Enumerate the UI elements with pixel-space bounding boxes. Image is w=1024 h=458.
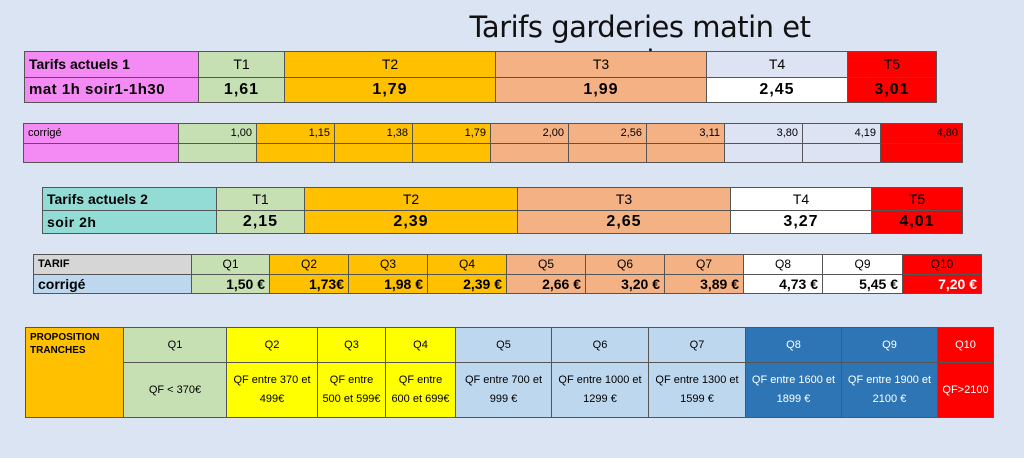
table2-empty-cell: [568, 142, 647, 163]
table2-empty-cell: [802, 142, 881, 163]
table2-empty-cell: [646, 142, 725, 163]
table4-value-q2: 1,73€: [269, 273, 349, 294]
table4-value-q8: 4,73 €: [743, 273, 823, 294]
table4-row-label: corrigé: [33, 273, 192, 294]
table2-value-3: 1,38: [334, 123, 413, 144]
table5-header-q9: Q9: [841, 327, 938, 363]
table4-value-q10: 7,20 €: [902, 273, 982, 294]
table4-value-q7: 3,89 €: [664, 273, 744, 294]
table5-header-q6: Q6: [551, 327, 649, 363]
table5-header-q7: Q7: [648, 327, 746, 363]
table3-label: Tarifs actuels 2: [42, 187, 217, 211]
table5-header-q5: Q5: [455, 327, 552, 363]
table3-value-t3: 2,65: [517, 210, 731, 234]
table5-header-q1: Q1: [123, 327, 227, 363]
table5-range-q8: QF entre 1600 et 1899 €: [745, 362, 842, 418]
table3-value-t2: 2,39: [304, 210, 518, 234]
table5-range-q10: QF>2100: [937, 362, 994, 418]
table2-empty-cell: [23, 142, 179, 163]
tarifs-actuels-2-table: Tarifs actuels 2 T1 T2 T3 T4 T5 soir 2h …: [42, 187, 963, 234]
table5-range-q3: QF entre 500 et 599€: [317, 362, 386, 418]
table5-header-q2: Q2: [226, 327, 318, 363]
table1-header-t4: T4: [706, 51, 848, 78]
table4-value-q5: 2,66 €: [506, 273, 586, 294]
table5-range-q1: QF < 370€: [123, 362, 227, 418]
table3-value-t4: 3,27: [730, 210, 872, 234]
table1-value-t2: 1,79: [284, 76, 496, 103]
table4-header-q8: Q8: [743, 254, 823, 275]
table5-range-q5: QF entre 700 et 999 €: [455, 362, 552, 418]
table5-range-q7: QF entre 1300 et 1599 €: [648, 362, 746, 418]
table2-empty-cell: [178, 142, 257, 163]
table4-header-q9: Q9: [822, 254, 903, 275]
table2-value-10: 4,80: [880, 123, 963, 144]
table1-value-t5: 3,01: [847, 76, 937, 103]
table5-label: PROPOSITION TRANCHES: [25, 327, 124, 418]
table4-header-q6: Q6: [585, 254, 665, 275]
table3-header-t3: T3: [517, 187, 731, 211]
table4-value-q6: 3,20 €: [585, 273, 665, 294]
table2-value-2: 1,15: [256, 123, 335, 144]
table4-header-q10: Q10: [902, 254, 982, 275]
table4-header-q7: Q7: [664, 254, 744, 275]
table1-row-label: mat 1h soir1-1h30: [24, 76, 199, 103]
table2-empty-cell: [256, 142, 335, 163]
table4-header-q4: Q4: [427, 254, 507, 275]
table3-row-label: soir 2h: [42, 210, 217, 234]
table4-header-q1: Q1: [191, 254, 270, 275]
table4-header-q3: Q3: [348, 254, 428, 275]
table4-header-q2: Q2: [269, 254, 349, 275]
table2-value-7: 3,11: [646, 123, 725, 144]
table4-value-q3: 1,98 €: [348, 273, 428, 294]
table3-value-t1: 2,15: [216, 210, 305, 234]
table1-value-t4: 2,45: [706, 76, 848, 103]
table2-value-4: 1,79: [412, 123, 491, 144]
table5-range-q9: QF entre 1900 et 2100 €: [841, 362, 938, 418]
table2-empty-cell: [490, 142, 569, 163]
table4-label: TARIF: [33, 254, 192, 275]
table5-range-q2: QF entre 370 et 499€: [226, 362, 318, 418]
table5-header-q3: Q3: [317, 327, 386, 363]
table3-header-t2: T2: [304, 187, 518, 211]
corrige-table-1: corrigé 1,00 1,15 1,38 1,79 2,00 2,56 3,…: [23, 123, 963, 163]
table3-header-t1: T1: [216, 187, 305, 211]
table1-header-t3: T3: [495, 51, 707, 78]
table1-header-t1: T1: [198, 51, 285, 78]
table2-value-5: 2,00: [490, 123, 569, 144]
table4-value-q4: 2,39 €: [427, 273, 507, 294]
tarifs-actuels-1-table: Tarifs actuels 1 T1 T2 T3 T4 T5 mat 1h s…: [24, 51, 937, 103]
table5-range-q6: QF entre 1000 et 1299 €: [551, 362, 649, 418]
table3-value-t5: 4,01: [871, 210, 963, 234]
table1-label: Tarifs actuels 1: [24, 51, 199, 78]
table2-empty-cell: [724, 142, 803, 163]
table1-value-t1: 1,61: [198, 76, 285, 103]
table4-header-q5: Q5: [506, 254, 586, 275]
table5-header-q4: Q4: [385, 327, 456, 363]
table1-header-t2: T2: [284, 51, 496, 78]
table2-label: corrigé: [23, 123, 179, 144]
table2-empty-cell: [880, 142, 963, 163]
table3-header-t4: T4: [730, 187, 872, 211]
table4-value-q9: 5,45 €: [822, 273, 903, 294]
table5-range-q4: QF entre 600 et 699€: [385, 362, 456, 418]
table3-header-t5: T5: [871, 187, 963, 211]
table1-value-t3: 1,99: [495, 76, 707, 103]
table2-value-8: 3,80: [724, 123, 803, 144]
table1-header-t5: T5: [847, 51, 937, 78]
table2-value-6: 2,56: [568, 123, 647, 144]
table2-value-1: 1,00: [178, 123, 257, 144]
table2-empty-cell: [334, 142, 413, 163]
tarif-corrige-table: TARIF Q1 Q2 Q3 Q4 Q5 Q6 Q7 Q8 Q9 Q10 cor…: [33, 254, 982, 294]
proposition-tranches-table: PROPOSITION TRANCHES Q1 Q2 Q3 Q4 Q5 Q6 Q…: [25, 327, 994, 418]
table5-header-q10: Q10: [937, 327, 994, 363]
table2-empty-cell: [412, 142, 491, 163]
table4-value-q1: 1,50 €: [191, 273, 270, 294]
table5-header-q8: Q8: [745, 327, 842, 363]
table2-value-9: 4,19: [802, 123, 881, 144]
